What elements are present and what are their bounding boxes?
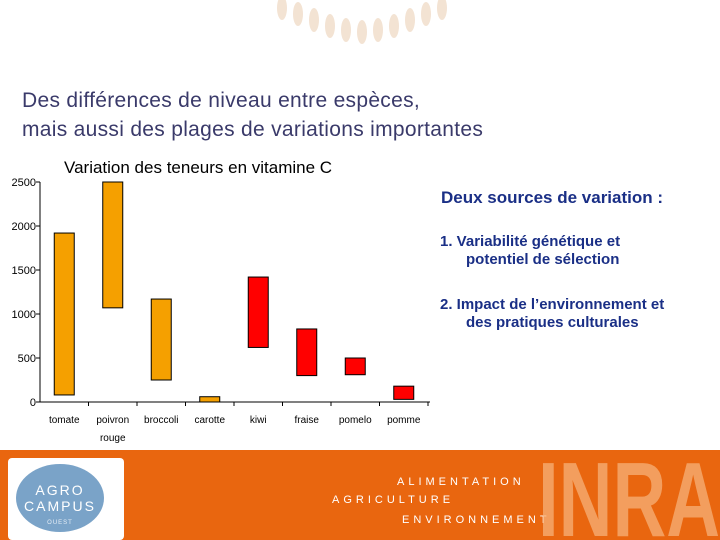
x-category-label: pomme	[387, 415, 421, 426]
point-environment-impact: 2. Impact de l’environnement et des prat…	[440, 296, 664, 332]
logo-circle-icon	[16, 464, 104, 532]
point2-line1: 2. Impact de l’environnement et	[440, 296, 665, 313]
inra-logo-text: INRA	[538, 450, 720, 540]
point-genetic-variability: 1. Variabilité génétique et potentiel de…	[440, 233, 620, 269]
range-bar-fraise	[296, 328, 318, 377]
x-category-label: fraise	[295, 415, 320, 426]
x-category-label: pomelo	[339, 415, 372, 426]
y-tick-label: 500	[18, 353, 36, 365]
x-category-label: broccoli	[144, 415, 178, 426]
chart-title: Variation des teneurs en vitamine C	[64, 158, 333, 177]
slide-title-line2: mais aussi des plages de variations impo…	[22, 118, 484, 141]
range-bar-pomme	[393, 385, 415, 400]
range-bar-tomate	[53, 232, 75, 396]
slide-title: Des différences de niveau entre espèces,…	[22, 86, 483, 144]
footer-word-alimentation: ALIMENTATION	[397, 476, 525, 488]
decorative-wheat-graphic	[277, 0, 447, 44]
range-bar-broccoli	[150, 298, 172, 381]
footer-word-agriculture: AGRICULTURE	[332, 494, 455, 506]
point2-line2: des pratiques culturales	[466, 314, 639, 331]
x-category-label: tomate	[49, 415, 80, 426]
range-bar-kiwi	[247, 276, 269, 348]
x-category-label: poivron	[96, 415, 129, 426]
y-tick-label: 1500	[12, 265, 36, 277]
y-tick-label: 2500	[12, 177, 36, 189]
point1-line2: potentiel de sélection	[466, 251, 620, 268]
range-bar-poivron-rouge	[102, 181, 124, 309]
range-bar-pomelo	[344, 357, 366, 376]
slide-title-line1: Des différences de niveau entre espèces,	[22, 89, 421, 112]
x-category-label: rouge	[100, 433, 126, 444]
x-category-label: kiwi	[250, 415, 267, 426]
point1-line1: 1. Variabilité génétique et	[440, 233, 621, 250]
inra-logo: INRA	[538, 450, 720, 540]
y-tick-label: 1000	[12, 309, 36, 321]
footer-banner: AGRO CAMPUS OUEST ALIMENTATION AGRICULTU…	[0, 450, 720, 540]
x-category-label: carotte	[194, 415, 225, 426]
y-tick-label: 2000	[12, 221, 36, 233]
y-tick-label: 0	[30, 397, 36, 409]
variation-sources-heading: Deux sources de variation :	[441, 188, 664, 207]
range-bar-carotte	[199, 396, 221, 403]
vitamin-c-range-chart: 0 500 1000 1500 2000 2500 tomate poivron rouge br…	[12, 177, 430, 444]
logo-text-ouest: OUEST	[47, 520, 73, 526]
footer-word-environnement: ENVIRONNEMENT	[402, 514, 551, 526]
logo-text-agro: AGRO	[35, 482, 85, 498]
agrocampus-logo: AGRO CAMPUS OUEST	[8, 458, 124, 540]
logo-text-campus: CAMPUS	[24, 498, 96, 514]
